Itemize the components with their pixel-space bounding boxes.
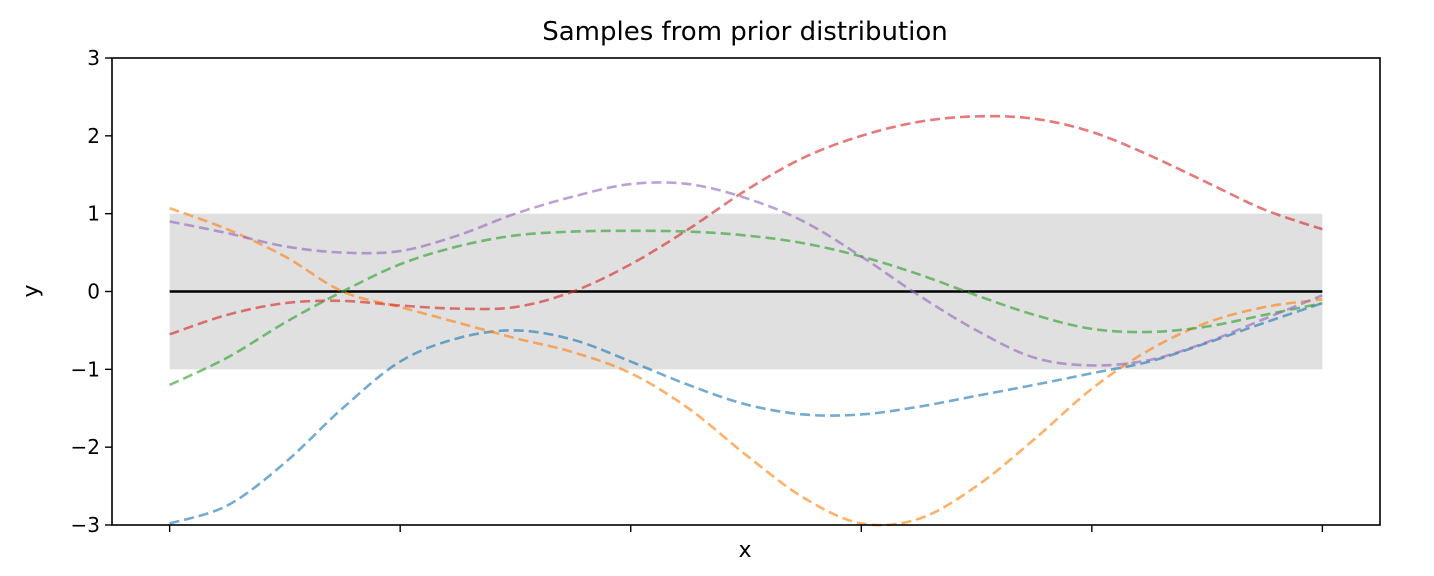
chart-title: Samples from prior distribution <box>542 17 948 47</box>
y-tick-label: 3 <box>87 46 100 70</box>
y-axis-label: y <box>19 284 44 297</box>
y-tick-label: −2 <box>71 435 100 459</box>
series-line-sample-4 <box>169 114 1323 336</box>
series-line-sample-5 <box>169 181 1323 367</box>
series-layer <box>169 114 1323 527</box>
y-tick-label: −3 <box>71 513 100 537</box>
series-line-sample-3 <box>169 229 1323 387</box>
series-line-sample-1 <box>169 301 1323 525</box>
plot-area <box>169 114 1323 527</box>
y-tick-label: 1 <box>87 202 100 226</box>
y-axis-ticks: −3 −2 −1 0 1 2 3 <box>71 46 112 537</box>
x-axis-ticks <box>168 525 1324 532</box>
y-tick-label: 0 <box>87 280 100 304</box>
x-axis-label: x <box>738 538 751 563</box>
y-tick-label: −1 <box>71 357 100 381</box>
y-tick-label: 2 <box>87 124 100 148</box>
